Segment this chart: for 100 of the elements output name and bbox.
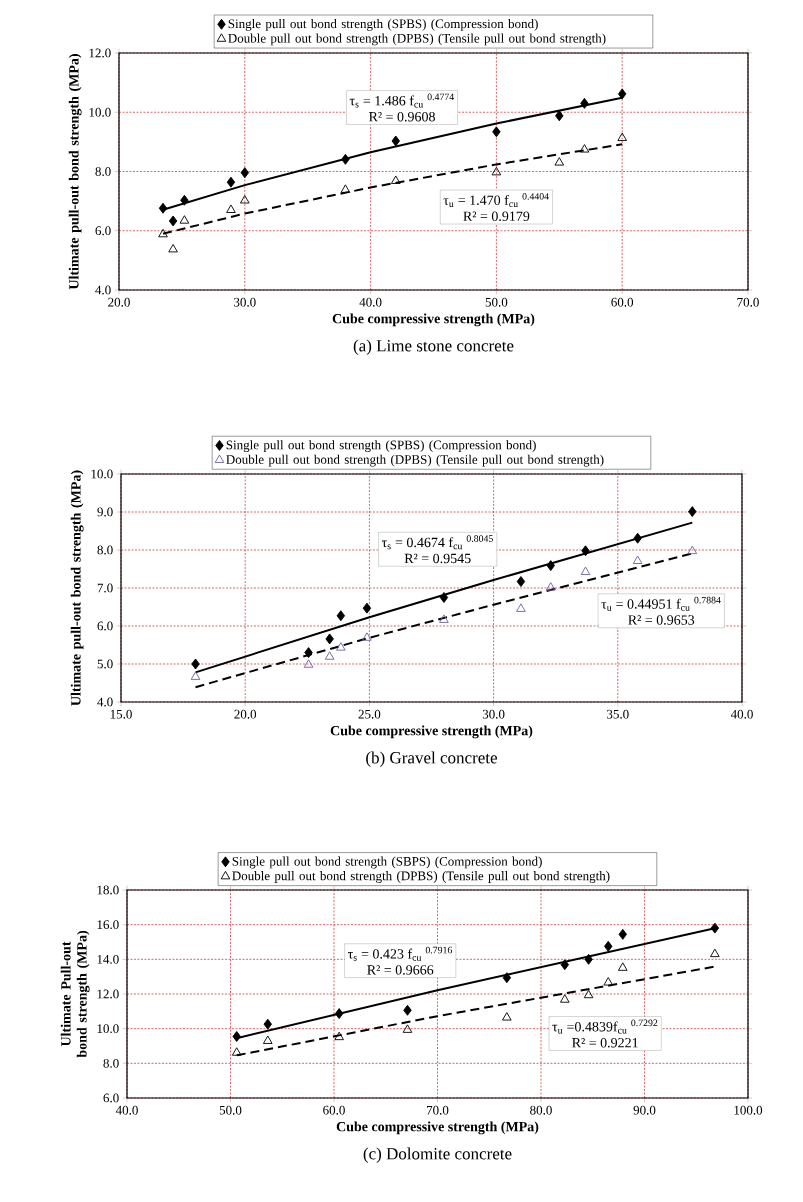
point	[179, 215, 190, 224]
x-axis-title: Cube compressive strength (MPa)	[330, 725, 533, 739]
point	[303, 659, 314, 668]
point	[516, 603, 526, 612]
y-tick-label: 8.0	[97, 545, 113, 555]
point	[402, 1024, 413, 1033]
point	[168, 215, 178, 227]
point	[336, 610, 346, 622]
point	[688, 506, 697, 518]
y-axis-title: Ultimate pull-out bond strength (MPa)	[68, 54, 82, 290]
y-tick-label: 6.0	[103, 1093, 119, 1103]
point	[325, 633, 334, 645]
point	[581, 545, 590, 557]
annotation: R² = 0.9653	[628, 615, 695, 625]
point	[617, 962, 628, 971]
x-tick-label: 40.0	[359, 297, 382, 307]
x-tick-label: 50.0	[485, 297, 508, 307]
x-tick-label: 15.0	[110, 709, 132, 719]
x-tick-label: 70.0	[737, 297, 759, 307]
point	[158, 228, 168, 238]
y-tick-label: 6.0	[97, 621, 113, 631]
x-tick-label: 90.0	[633, 1105, 656, 1115]
point	[191, 658, 200, 670]
point	[554, 157, 565, 166]
point	[240, 167, 249, 179]
text: (c) Dolomite concrete	[363, 1147, 512, 1163]
point	[580, 97, 589, 109]
point	[362, 632, 372, 641]
point	[560, 994, 570, 1003]
x-tick-label: 35.0	[607, 709, 629, 719]
point	[617, 132, 627, 141]
point	[158, 202, 168, 214]
point	[226, 204, 236, 213]
point	[391, 135, 400, 147]
point	[190, 671, 201, 680]
point	[632, 555, 643, 564]
point	[604, 940, 613, 952]
point	[491, 166, 502, 176]
x-tick-label: 70.0	[426, 1105, 449, 1115]
point	[336, 642, 346, 651]
annotation: R² = 0.9608	[368, 111, 435, 122]
point	[180, 194, 189, 206]
y-tick-label: 4.0	[95, 285, 111, 295]
point	[304, 647, 313, 659]
legend-label: Single pull out bond strength (SPBS) (Compression bond)	[226, 440, 536, 453]
point	[555, 110, 564, 122]
point	[710, 922, 720, 934]
legend-label: Single pull out bond strength (SPBS) (Compression bond)	[228, 19, 538, 31]
point	[341, 153, 350, 165]
y-tick-label: 6.0	[95, 226, 111, 236]
legend-label: Single pull out bond strength (SBPS) (Compression bond)	[232, 856, 542, 869]
y-tick-label: 12.0	[97, 989, 119, 999]
text: (a) Lime stone concrete	[353, 339, 514, 355]
annotation: τ$_{s}$ = 0.4674 f$_{cu}$ 0.8045	[381, 535, 493, 550]
x-tick-label: 60.0	[611, 297, 634, 307]
y-tick-label: 10.0	[91, 469, 113, 479]
point	[439, 592, 449, 603]
point	[603, 977, 614, 986]
point	[362, 602, 372, 614]
point	[334, 1008, 344, 1020]
point	[231, 1047, 242, 1056]
point	[232, 1031, 241, 1042]
annotation: τ$_{s}$ = 1.486 f$_{cu}$ 0.4774	[349, 93, 454, 108]
point	[240, 195, 250, 204]
point	[580, 566, 591, 575]
point	[584, 953, 593, 965]
x-tick-label: 20.0	[234, 709, 257, 719]
point	[710, 948, 720, 958]
x-tick-label: 50.0	[219, 1105, 242, 1115]
y-tick-label: 12.0	[89, 48, 111, 58]
annotation: τ$_{u}$ = 0.44951 f$_{cu}$ 0.7884	[601, 596, 721, 611]
text: (b) Gravel concrete	[366, 751, 497, 767]
point	[439, 614, 449, 623]
point	[403, 1004, 412, 1016]
x-tick-label: 60.0	[323, 1105, 345, 1115]
x-axis-title: Cube compressive strength (MPa)	[332, 313, 535, 327]
x-tick-label: 100.0	[734, 1105, 763, 1115]
y-tick-label: 4.0	[97, 697, 113, 707]
y-tick-label: 9.0	[97, 507, 113, 517]
y-tick-label: 16.0	[97, 920, 119, 930]
point	[340, 184, 351, 193]
y-tick-label: 8.0	[95, 167, 111, 176]
y-axis-title: Ultimate Pull-out bond strength (MPa)	[60, 930, 90, 1058]
x-tick-label: 40.0	[115, 1105, 138, 1115]
line-series	[194, 552, 694, 689]
point	[492, 126, 501, 138]
point	[262, 1035, 273, 1044]
y-tick-label: 7.0	[97, 583, 113, 593]
y-axis-title: Ultimate pull-out bond strength (MPa)	[70, 470, 84, 706]
point	[263, 1018, 272, 1030]
point	[516, 576, 526, 587]
point	[583, 989, 594, 999]
legend-label: Double pull out bond strength (DPBS) (Tensile pull out bond strength)	[226, 454, 604, 467]
x-tick-label: 40.0	[730, 709, 753, 719]
y-tick-label: 10.0	[97, 1024, 119, 1034]
point	[324, 651, 335, 660]
point	[617, 88, 627, 100]
point	[687, 545, 698, 555]
point	[546, 560, 555, 572]
annotation: τ$_{u}$ =0.4839f$_{cu}$ 0.7292	[552, 1019, 658, 1034]
